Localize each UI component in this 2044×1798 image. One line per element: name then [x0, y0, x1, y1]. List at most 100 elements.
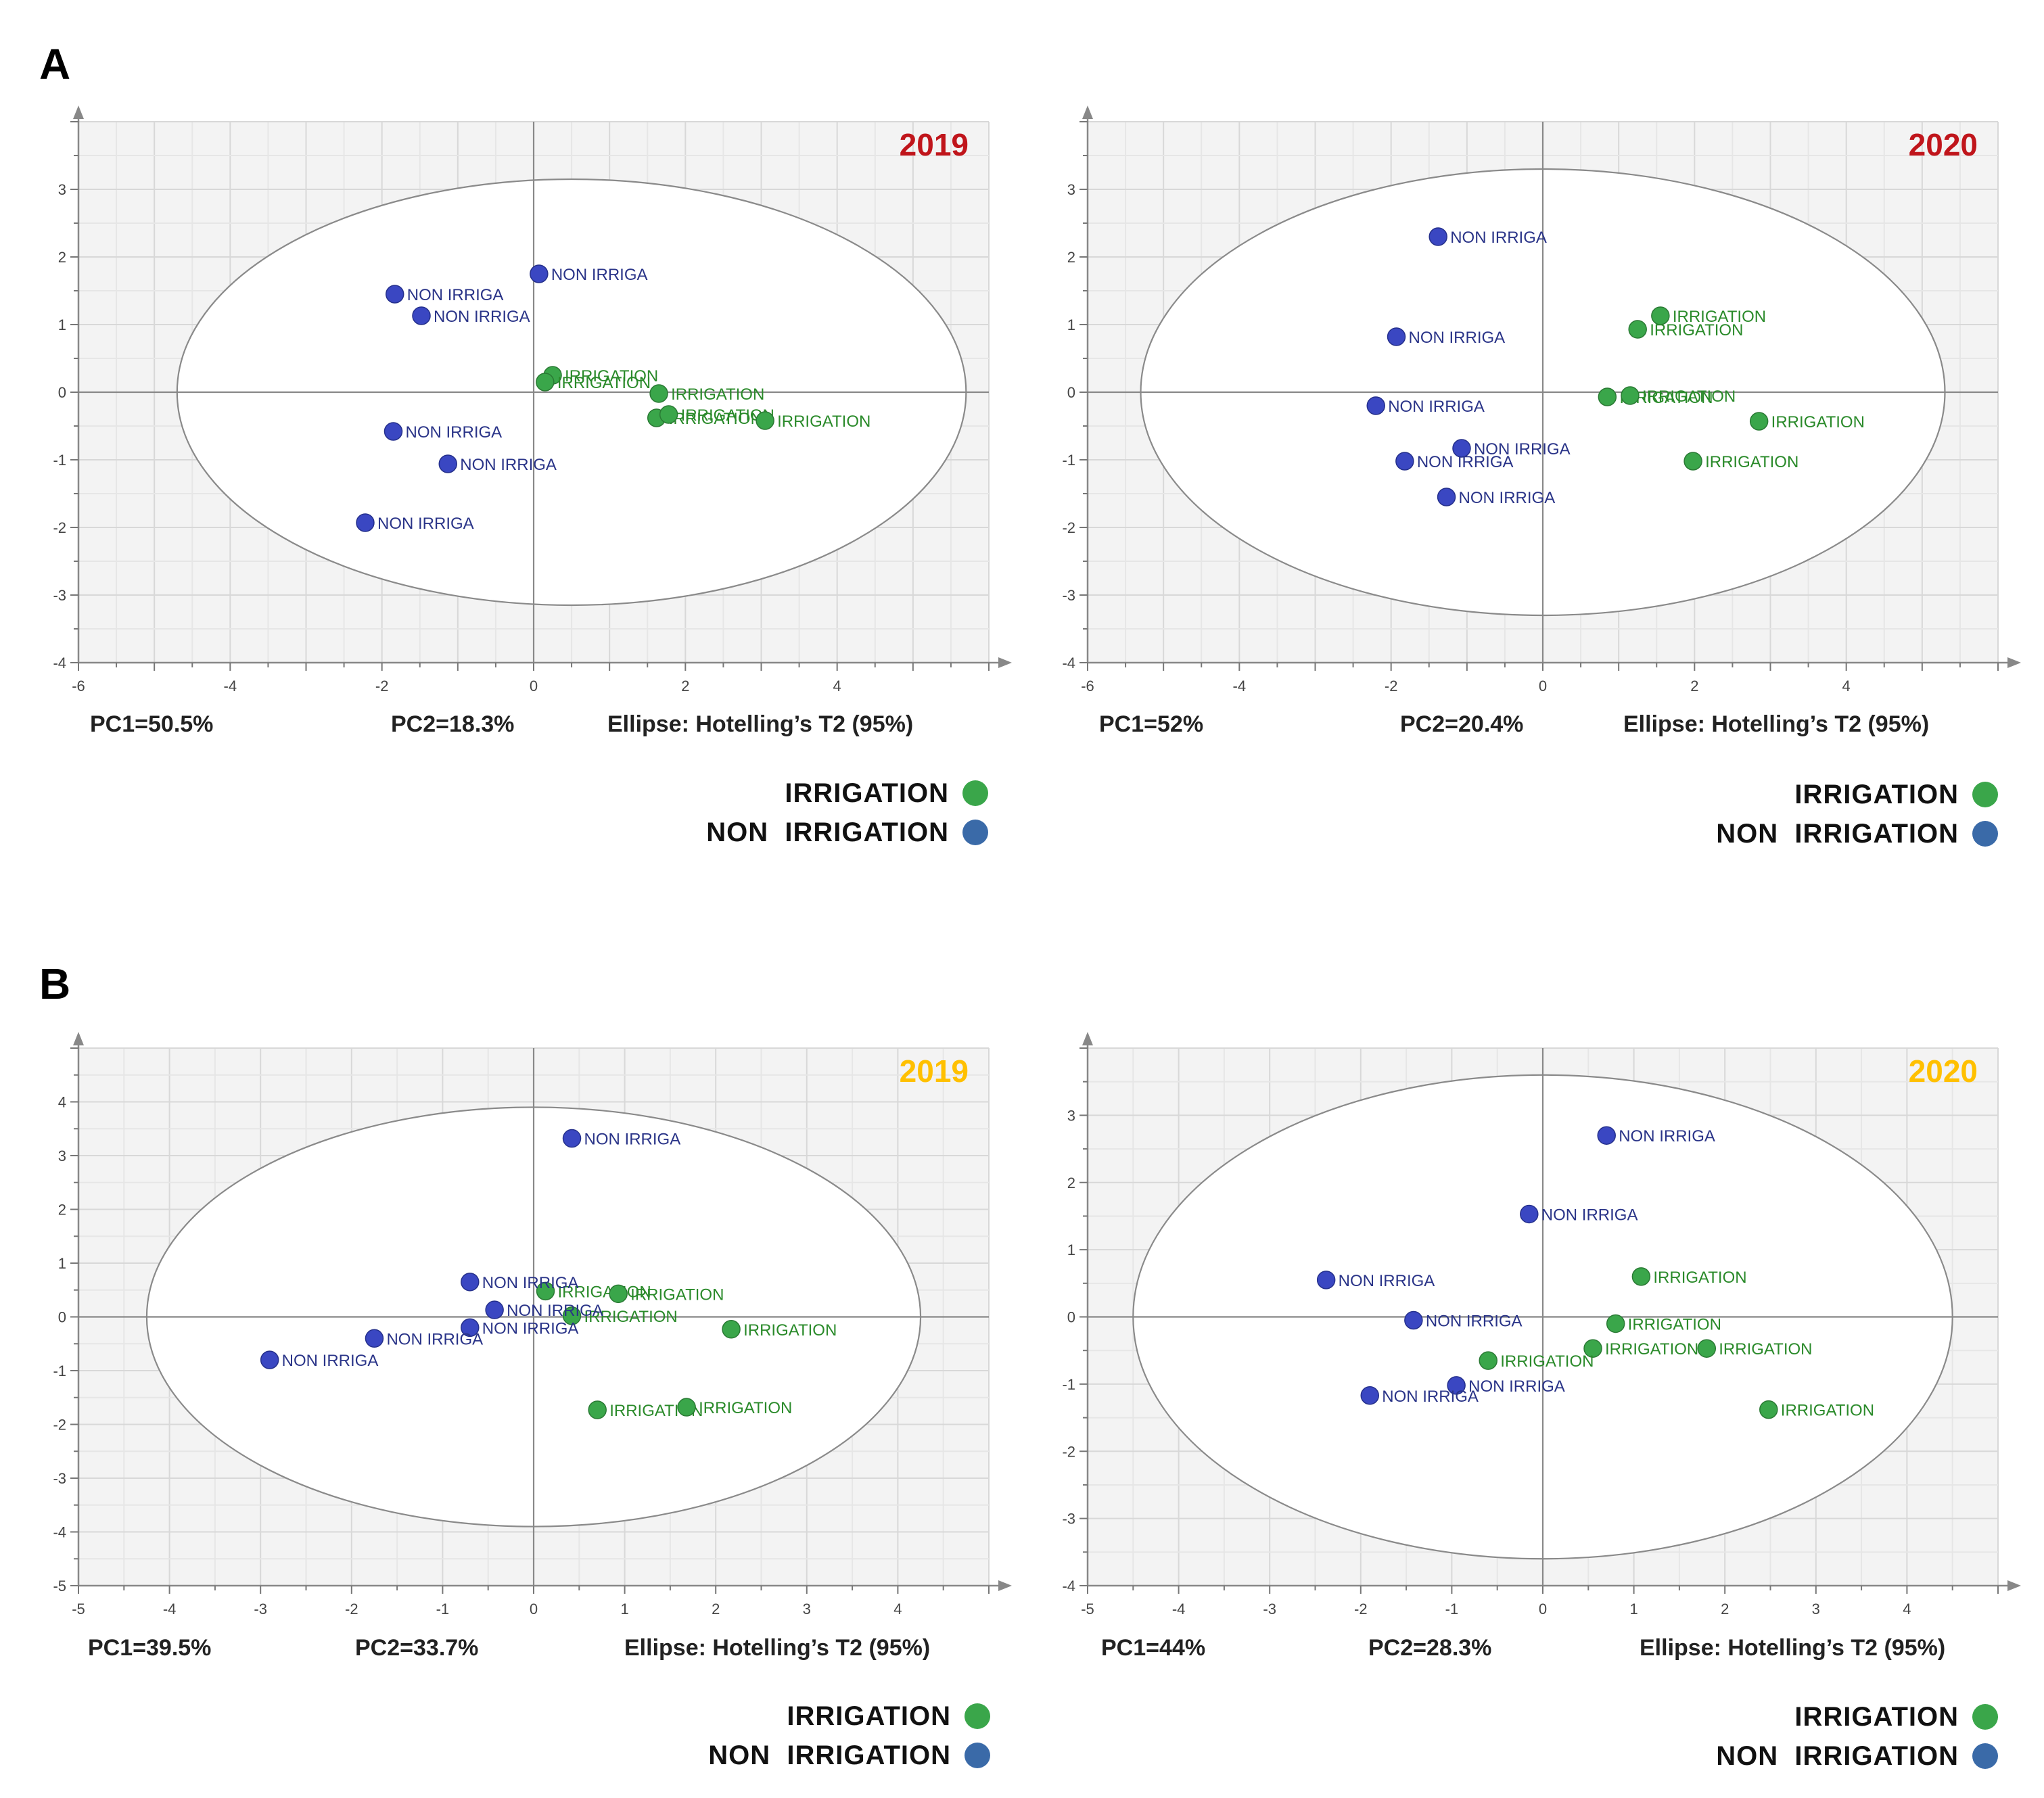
x-tick-label: 0: [1539, 678, 1547, 694]
x-tick-label: 1: [620, 1601, 628, 1617]
legend: IRRIGATION NON IRRIGATION: [708, 1697, 990, 1775]
y-tick-label: -1: [1062, 452, 1075, 469]
pc1-variance-label: PC1=39.5%: [88, 1635, 212, 1661]
legend-label-non-irrigation: NON IRRIGATION: [1716, 818, 1959, 849]
irrigation-point: [1628, 320, 1647, 339]
legend-label-non-irrigation: NON IRRIGATION: [706, 817, 949, 847]
non-irrigation-point: [385, 285, 404, 304]
y-tick-label: 0: [58, 1309, 66, 1326]
point-label: NON IRRIGA: [386, 1330, 483, 1348]
irrigation-point: [609, 1284, 628, 1304]
point-label: NON IRRIGA: [1474, 440, 1571, 458]
y-tick-label: 2: [58, 249, 66, 266]
x-tick-label: 2: [1721, 1601, 1729, 1617]
x-tick-label: 2: [681, 678, 689, 694]
legend-swatch-non-irrigation: [1972, 1743, 1998, 1769]
x-tick-label: -6: [1081, 678, 1094, 694]
y-tick-label: -3: [53, 1470, 66, 1487]
legend-item-irrigation: IRRIGATION: [708, 1697, 990, 1736]
pc2-variance-label: PC2=20.4%: [1400, 711, 1524, 737]
legend-label-irrigation: IRRIGATION: [785, 778, 949, 808]
legend-item-non-irrigation: NON IRRIGATION: [1716, 814, 1998, 853]
y-axis-arrow: [1082, 1032, 1093, 1045]
non-irrigation-point: [1360, 1386, 1380, 1405]
legend-item-non-irrigation: NON IRRIGATION: [708, 1736, 990, 1775]
x-tick-label: -1: [436, 1601, 450, 1617]
pca-score-plot-b-2019: -5 -4 -3 -2 -1 0 1 2 3 4 -5 -4 -3 -2 -1 0 1 2 3 4 2019 IRRIGA…: [53, 1032, 1012, 1617]
legend-swatch-irrigation: [1972, 782, 1998, 807]
point-label: IRRIGATION: [777, 412, 870, 431]
x-tick-label: -2: [1385, 678, 1398, 694]
legend-label-irrigation: IRRIGATION: [1794, 779, 1959, 809]
non-irrigation-point: [562, 1129, 582, 1148]
legend-item-irrigation: IRRIGATION: [1716, 775, 1998, 814]
point-label: IRRIGATION: [1653, 1269, 1746, 1287]
legend-swatch-irrigation: [1972, 1704, 1998, 1730]
point-label: IRRIGATION: [669, 410, 762, 428]
legend-swatch-non-irrigation: [965, 1743, 990, 1768]
point-label: NON IRRIGA: [1619, 1127, 1715, 1145]
x-tick-label: 4: [1842, 678, 1851, 694]
irrigation-point: [1651, 306, 1670, 325]
panel-label-b: B: [39, 960, 71, 1008]
point-label: IRRIGATION: [1705, 453, 1798, 471]
point-label: IRRIGATION: [1500, 1352, 1594, 1371]
non-irrigation-point: [356, 513, 375, 532]
legend-label-irrigation: IRRIGATION: [1794, 1701, 1959, 1732]
irrigation-point: [562, 1306, 582, 1325]
point-label: NON IRRIGA: [1417, 453, 1514, 471]
legend-item-irrigation: IRRIGATION: [1716, 1697, 1998, 1736]
year-label: 2019: [900, 1054, 969, 1089]
y-tick-label: 1: [1067, 316, 1075, 333]
year-label: 2020: [1909, 127, 1978, 162]
y-tick-label: -3: [53, 587, 66, 604]
irrigation-point: [677, 1398, 696, 1417]
non-irrigation-point: [530, 264, 549, 283]
y-tick-label: 1: [58, 1255, 66, 1272]
legend: IRRIGATION NON IRRIGATION: [1716, 775, 1998, 853]
y-tick-label: -3: [1062, 1511, 1075, 1528]
x-tick-label: 0: [1539, 1601, 1547, 1617]
irrigation-point: [659, 405, 678, 424]
x-tick-label: -2: [1354, 1601, 1368, 1617]
point-label: IRRIGATION: [1781, 1402, 1874, 1420]
legend-item-irrigation: IRRIGATION: [706, 774, 988, 813]
point-label: IRRIGATION: [584, 1308, 678, 1326]
non-irrigation-point: [1404, 1310, 1423, 1330]
point-label: IRRIGATION: [1642, 387, 1736, 406]
y-tick-label: 0: [58, 384, 66, 401]
y-tick-label: -4: [53, 655, 66, 671]
legend-label-non-irrigation: NON IRRIGATION: [708, 1740, 951, 1770]
legend-swatch-non-irrigation: [962, 820, 988, 845]
point-label: IRRIGATION: [1673, 308, 1766, 326]
non-irrigation-point: [1520, 1204, 1539, 1224]
point-label: NON IRRIGA: [1468, 1377, 1565, 1396]
non-irrigation-point: [365, 1329, 384, 1348]
point-label: NON IRRIGA: [434, 308, 530, 326]
non-irrigation-point: [1597, 1126, 1616, 1145]
x-tick-label: 0: [530, 678, 538, 694]
point-label: NON IRRIGA: [377, 515, 474, 533]
ellipse-label: Ellipse: Hotelling’s T2 (95%): [1623, 711, 1930, 737]
point-label: NON IRRIGA: [507, 1302, 603, 1320]
x-tick-label: 4: [893, 1601, 902, 1617]
pca-score-plot-a-2019: -6 -4 -2 0 2 4-4-3-2-101232019IRRIGATIONIRRIG…: [53, 105, 1012, 694]
y-tick-label: -4: [1062, 1578, 1075, 1594]
y-tick-label: -1: [1062, 1376, 1075, 1393]
point-label: IRRIGATION: [743, 1321, 837, 1340]
irrigation-point: [756, 411, 774, 430]
x-tick-label: -4: [224, 678, 237, 694]
point-label: NON IRRIGA: [584, 1131, 681, 1149]
y-tick-label: -2: [53, 519, 66, 536]
x-tick-label: 2: [1690, 678, 1698, 694]
non-irrigation-point: [1395, 452, 1414, 471]
y-tick-label: 3: [1067, 1107, 1075, 1124]
irrigation-point: [1606, 1314, 1625, 1333]
pc2-variance-label: PC2=18.3%: [391, 711, 515, 737]
y-tick-label: 2: [1067, 249, 1075, 266]
irrigation-point: [1583, 1339, 1602, 1358]
irrigation-point: [1479, 1351, 1497, 1370]
irrigation-point: [588, 1400, 607, 1419]
point-label: IRRIGATION: [1771, 413, 1865, 431]
y-tick-label: -1: [53, 452, 66, 469]
